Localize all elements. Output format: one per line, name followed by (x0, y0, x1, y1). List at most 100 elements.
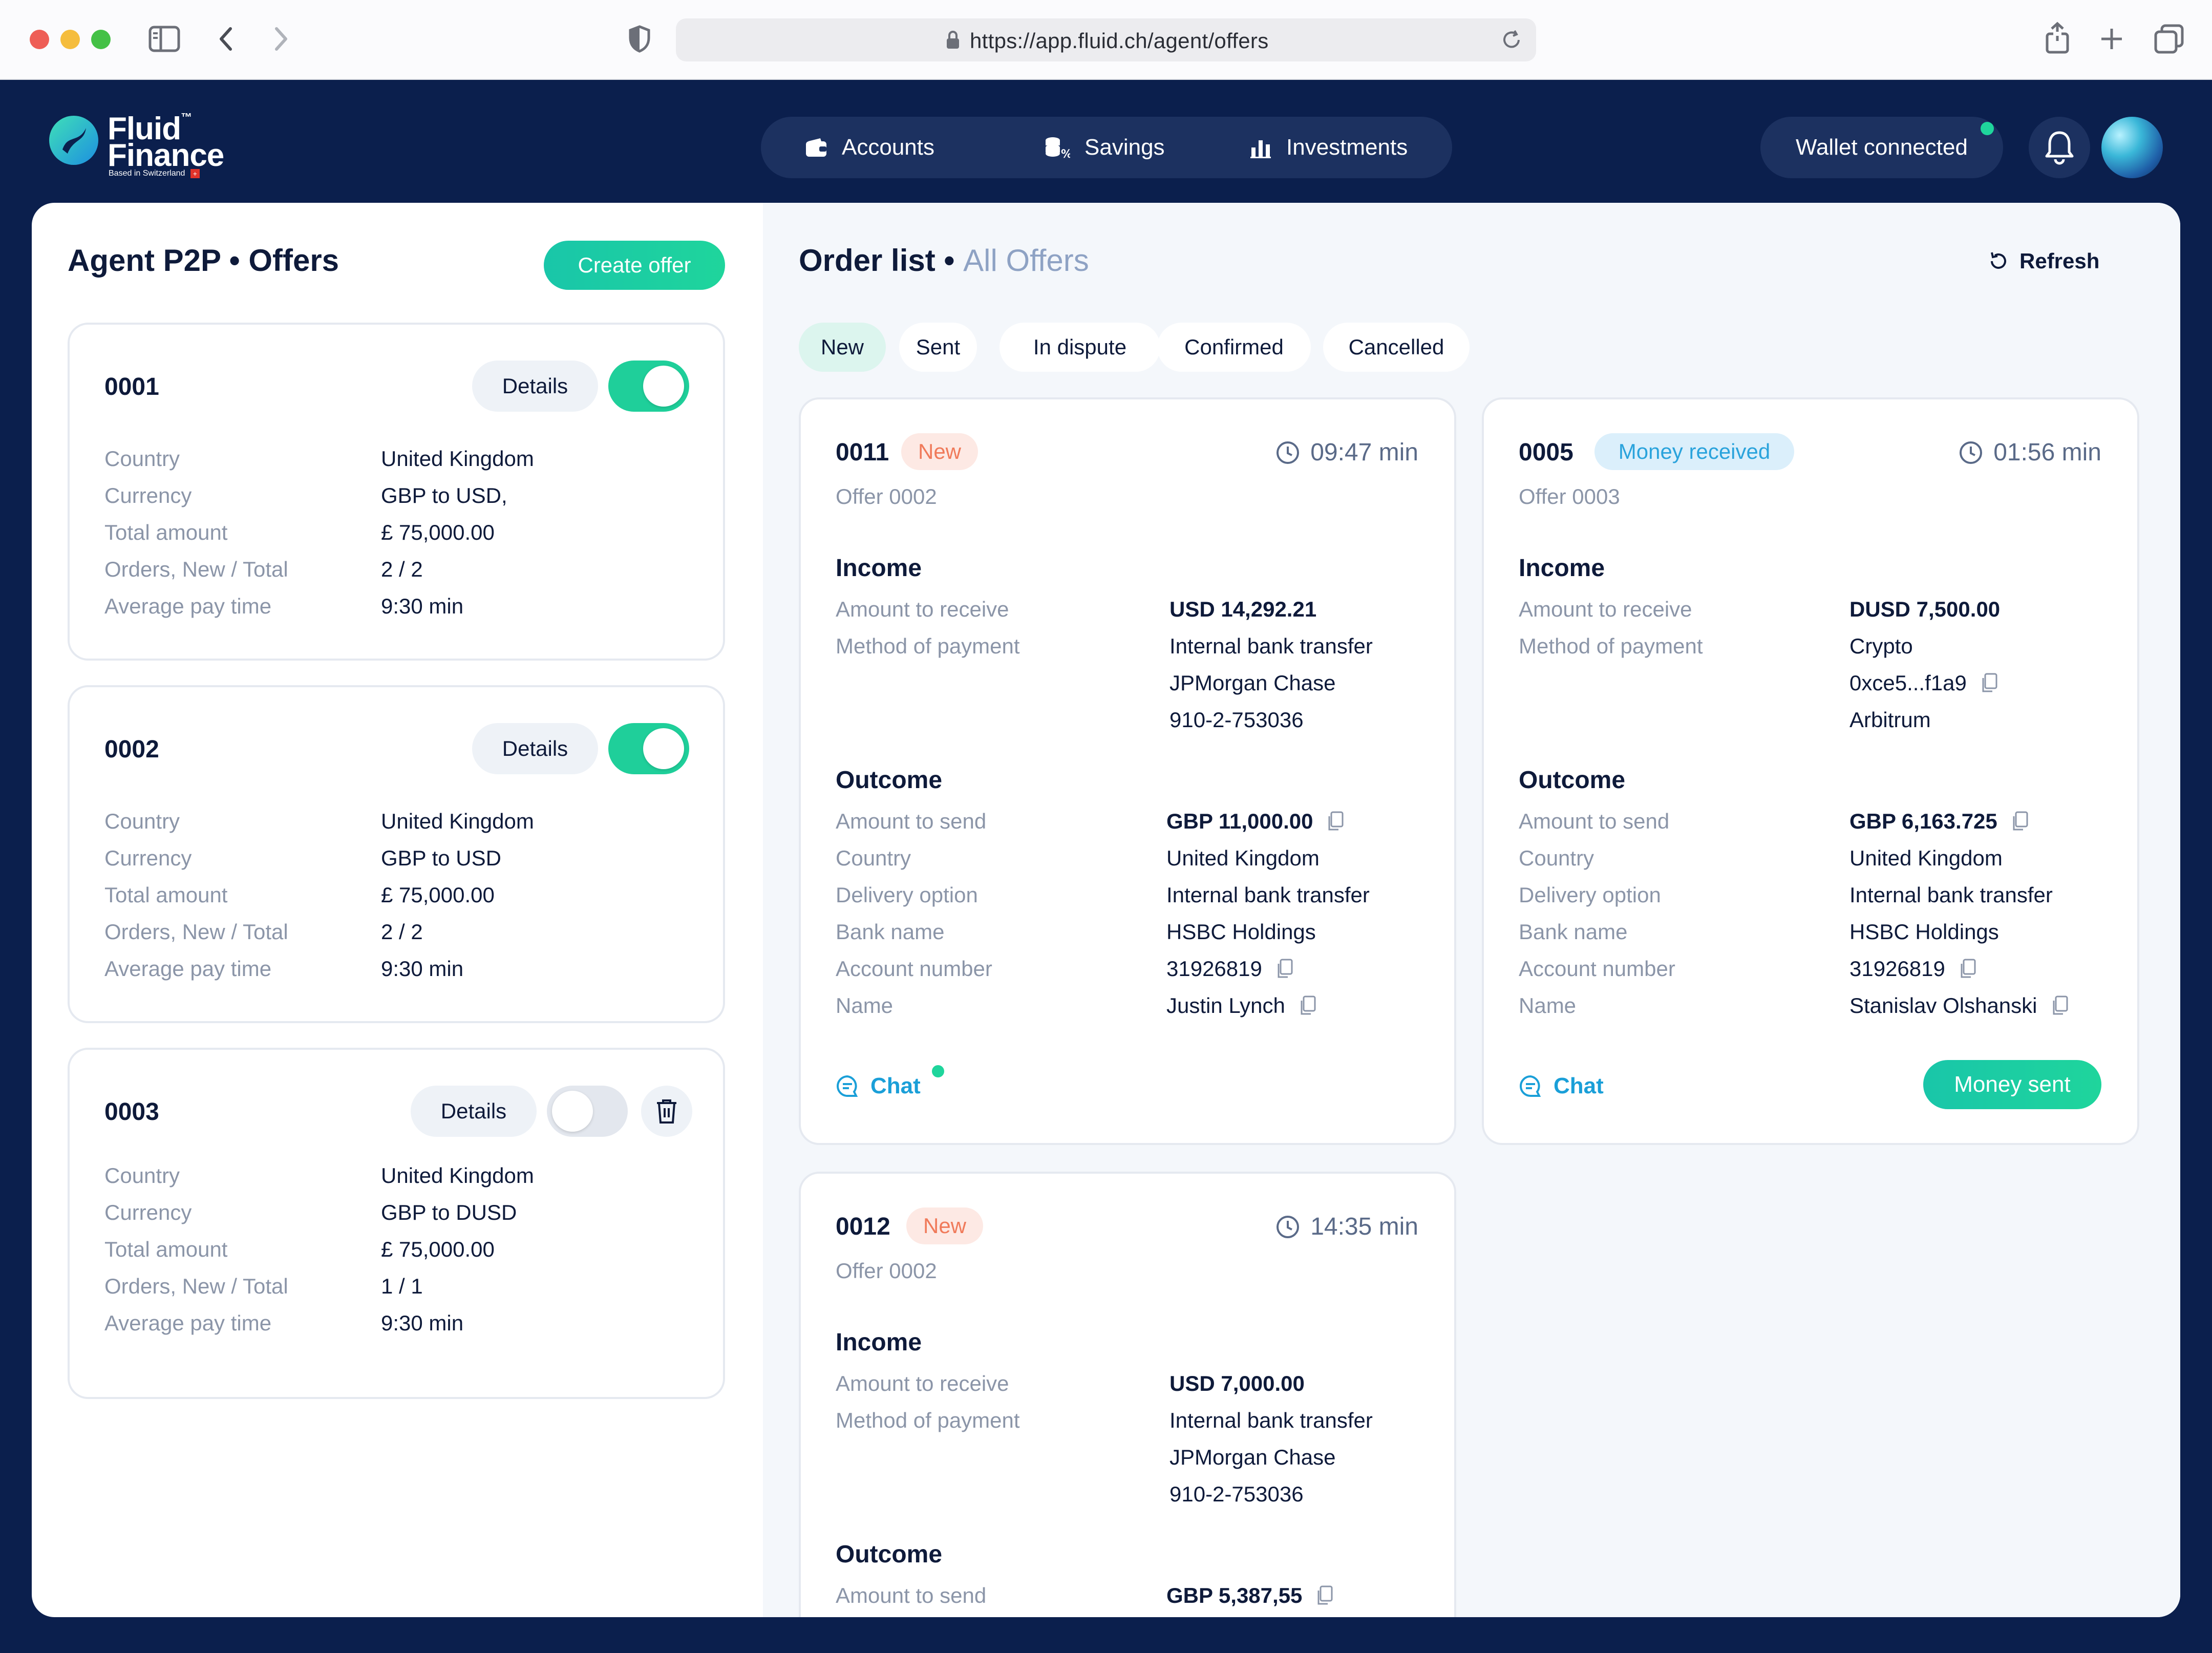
field-value: £ 75,000.00 (381, 1237, 495, 1261)
field-label: Total amount (104, 1237, 228, 1261)
bell-icon (2044, 130, 2075, 165)
copy-icon[interactable] (1313, 811, 1344, 832)
offer-id: 0002 (104, 736, 159, 763)
window-close-button[interactable] (30, 30, 49, 49)
income-method-account: 910-2-753036 (1169, 1482, 1304, 1506)
copy-icon[interactable] (1945, 959, 1976, 979)
field-label: Name (836, 993, 894, 1018)
timer-value: 14:35 min (1310, 1213, 1418, 1240)
trash-icon (655, 1098, 678, 1125)
offer-card: 0001 Details Country United Kingdom Curr… (68, 323, 725, 661)
nav-savings[interactable]: % Savings (1044, 117, 1165, 178)
status-badge: Money received (1594, 433, 1794, 470)
field-label: Total amount (104, 883, 228, 907)
income-method: Internal bank transfer (1169, 1408, 1373, 1432)
bar-chart-icon (1249, 136, 1286, 159)
tab-in-dispute[interactable]: In dispute (999, 323, 1160, 372)
nav-accounts-label: Accounts (842, 135, 934, 160)
address-bar[interactable]: https://app.fluid.ch/agent/offers (676, 18, 1536, 61)
forward-icon[interactable] (270, 26, 291, 52)
outcome-name: Justin Lynch (1166, 993, 1316, 1018)
back-icon[interactable] (216, 26, 237, 52)
copy-icon[interactable] (1302, 1585, 1333, 1606)
field-label: Delivery option (836, 883, 978, 907)
outcome-bank: HSBC Holdings (1166, 920, 1316, 944)
refresh-icon (1988, 250, 2019, 272)
logo-text-line1: Fluid™ (108, 111, 192, 146)
toggle-knob (552, 1091, 593, 1132)
window-maximize-button[interactable] (91, 30, 111, 49)
field-value: GBP to DUSD (381, 1200, 517, 1224)
tab-cancelled[interactable]: Cancelled (1323, 323, 1470, 372)
wallet-connected-button[interactable]: Wallet connected (1760, 117, 2003, 178)
field-label: Method of payment (836, 1408, 1020, 1432)
fluid-logo-icon[interactable] (47, 114, 100, 167)
timer-value: 01:56 min (1993, 439, 2101, 466)
notifications-button[interactable] (2029, 117, 2090, 178)
tab-sent[interactable]: Sent (899, 323, 977, 372)
tabs-overview-icon[interactable] (2154, 24, 2184, 54)
field-label: Amount to receive (1519, 597, 1692, 621)
coins-icon: % (1044, 136, 1084, 159)
income-method: Crypto (1849, 634, 1913, 658)
window-minimize-button[interactable] (60, 30, 80, 49)
offer-toggle[interactable] (608, 361, 689, 412)
order-card: 0012 New 14:35 min Offer 0002 Income Amo… (799, 1172, 1456, 1617)
refresh-label: Refresh (2019, 249, 2100, 273)
field-value: 2 / 2 (381, 920, 423, 944)
nav-investments[interactable]: Investments (1249, 117, 1408, 178)
details-button[interactable]: Details (472, 361, 598, 412)
privacy-shield-icon[interactable] (628, 25, 651, 53)
field-label: Account number (836, 957, 992, 981)
copy-icon[interactable] (1997, 811, 2028, 832)
offer-toggle[interactable] (608, 723, 689, 774)
field-label: Bank name (836, 920, 945, 944)
share-icon[interactable] (2044, 22, 2071, 54)
refresh-button[interactable]: Refresh (1988, 249, 2099, 273)
field-label: Country (104, 447, 180, 471)
details-button[interactable]: Details (472, 723, 598, 774)
sidebar-toggle-icon[interactable] (148, 25, 180, 53)
toggle-knob (643, 366, 684, 407)
lock-icon (945, 30, 961, 50)
new-tab-icon[interactable] (2098, 26, 2125, 52)
income-network: Arbitrum (1849, 708, 1931, 732)
chat-button[interactable]: Chat (836, 1073, 921, 1099)
details-button[interactable]: Details (411, 1086, 537, 1137)
field-value: GBP to USD (381, 846, 501, 870)
field-value: United Kingdom (381, 447, 534, 471)
delete-offer-button[interactable] (641, 1086, 692, 1137)
offer-id: 0003 (104, 1098, 159, 1126)
money-sent-button[interactable]: Money sent (1923, 1060, 2101, 1109)
order-timer: 14:35 min (1275, 1213, 1418, 1241)
offer-id: 0001 (104, 373, 159, 400)
user-avatar[interactable] (2101, 117, 2163, 178)
tab-new[interactable]: New (799, 323, 886, 372)
income-amount: USD 7,000.00 (1169, 1371, 1305, 1395)
clock-icon (1959, 440, 1993, 465)
chat-icon (836, 1074, 870, 1098)
content-panel: Agent P2P • Offers Create offer 0001 Det… (32, 203, 2180, 1617)
order-offer-ref: Offer 0002 (836, 484, 937, 508)
order-offer-ref: Offer 0002 (836, 1259, 937, 1283)
nav-accounts[interactable]: Accounts (805, 117, 934, 178)
outcome-heading: Outcome (836, 767, 943, 794)
copy-icon[interactable] (1967, 673, 1997, 693)
reload-icon[interactable] (1500, 29, 1523, 51)
create-offer-button[interactable]: Create offer (544, 241, 725, 290)
field-label: Orders, New / Total (104, 557, 288, 581)
copy-icon[interactable] (2037, 995, 2068, 1016)
copy-icon[interactable] (1262, 959, 1293, 979)
field-label: Total amount (104, 520, 228, 544)
field-label: Amount to send (836, 809, 987, 833)
offer-toggle[interactable] (547, 1086, 628, 1137)
tab-confirmed[interactable]: Confirmed (1157, 323, 1311, 372)
chat-button[interactable]: Chat (1519, 1073, 1604, 1099)
field-label: Method of payment (836, 634, 1020, 658)
chat-label: Chat (870, 1073, 921, 1098)
copy-icon[interactable] (1285, 995, 1316, 1016)
outcome-amount: GBP 5,387,55 (1166, 1583, 1333, 1608)
toggle-knob (643, 728, 684, 769)
wallet-label: Wallet connected (1796, 135, 1968, 160)
field-label: Average pay time (104, 957, 272, 981)
